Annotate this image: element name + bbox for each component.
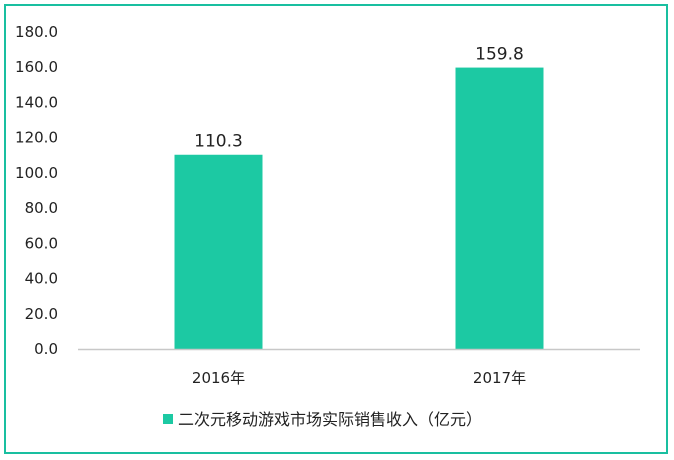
chart-frame xyxy=(4,4,668,454)
y-tick-label: 20.0 xyxy=(25,305,58,323)
y-tick-label: 40.0 xyxy=(25,270,58,288)
bars xyxy=(174,67,544,349)
bar xyxy=(455,67,544,349)
data-labels: 110.3 159.8 xyxy=(194,45,524,152)
data-label: 110.3 xyxy=(194,132,243,152)
y-tick-label: 0.0 xyxy=(34,340,58,358)
legend: 二次元移动游戏市场实际销售收入（亿元） xyxy=(163,410,482,429)
y-axis-ticks: 0.0 20.0 40.0 60.0 80.0 100.0 120.0 140.0 160.0 1… xyxy=(15,23,58,358)
bar xyxy=(174,154,263,349)
y-tick-label: 160.0 xyxy=(15,58,58,76)
x-tick-label: 2016年 xyxy=(192,369,245,387)
x-axis-ticks: 2016年 2017年 xyxy=(192,369,526,387)
y-tick-label: 180.0 xyxy=(15,23,58,41)
y-tick-label: 120.0 xyxy=(15,129,58,147)
y-tick-label: 100.0 xyxy=(15,164,58,182)
data-label: 159.8 xyxy=(475,45,524,65)
x-tick-label: 2017年 xyxy=(473,369,526,387)
y-tick-label: 60.0 xyxy=(25,234,58,252)
y-tick-label: 80.0 xyxy=(25,199,58,217)
legend-swatch xyxy=(163,414,173,424)
legend-label: 二次元移动游戏市场实际销售收入（亿元） xyxy=(178,410,482,429)
y-tick-label: 140.0 xyxy=(15,93,58,111)
